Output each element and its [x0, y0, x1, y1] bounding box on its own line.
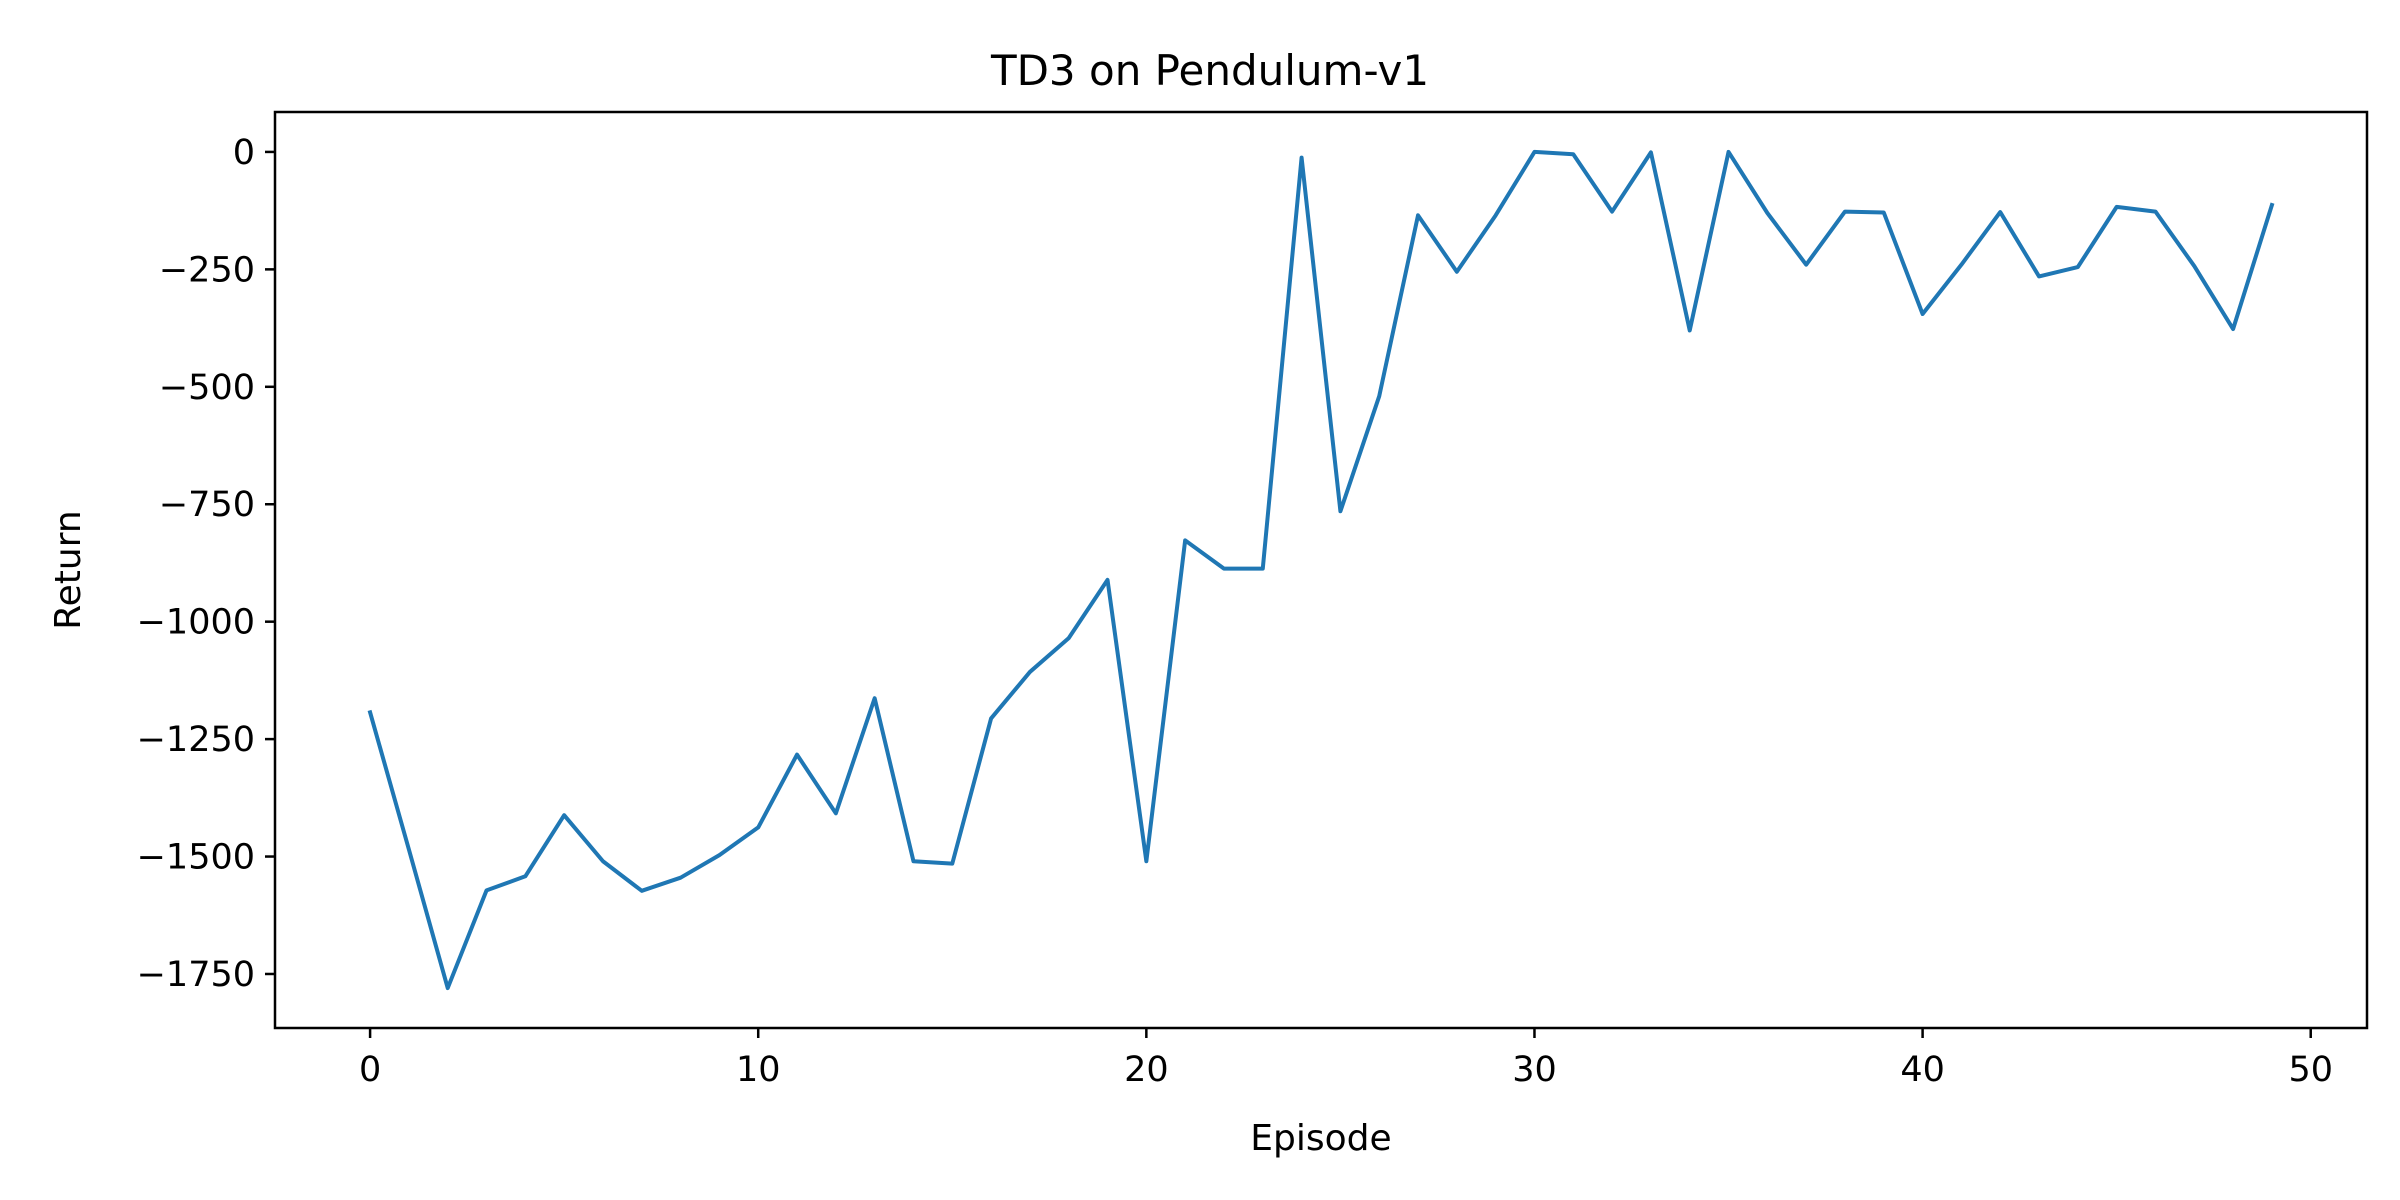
y-tick-label: −1500 — [137, 838, 255, 878]
y-axis: 0 −250 −500 −750 −1000 −1250 −1500 −1750 — [137, 133, 275, 995]
x-tick-label: 10 — [736, 1050, 781, 1090]
x-tick-label: 0 — [359, 1050, 381, 1090]
y-tick-label: 0 — [233, 133, 255, 173]
chart-title: TD3 on Pendulum-v1 — [990, 46, 1429, 95]
plot-frame — [273, 110, 2369, 1030]
y-tick-label: −1750 — [137, 955, 255, 995]
series-line — [367, 149, 2275, 991]
x-tick-label: 20 — [1124, 1050, 1169, 1090]
x-tick-label: 40 — [1900, 1050, 1945, 1090]
y-axis-label: Return — [48, 510, 89, 629]
y-tick-label: −1250 — [137, 720, 255, 760]
y-tick-label: −500 — [159, 368, 255, 408]
y-tick-label: −750 — [159, 485, 255, 525]
y-tick-label: −1000 — [137, 603, 255, 643]
x-axis-label: Episode — [1250, 1118, 1391, 1159]
x-tick-label: 50 — [2288, 1050, 2333, 1090]
y-tick-label: −250 — [159, 250, 255, 290]
x-axis: 0 10 20 30 40 50 — [359, 1028, 2333, 1090]
x-tick-label: 30 — [1512, 1050, 1557, 1090]
